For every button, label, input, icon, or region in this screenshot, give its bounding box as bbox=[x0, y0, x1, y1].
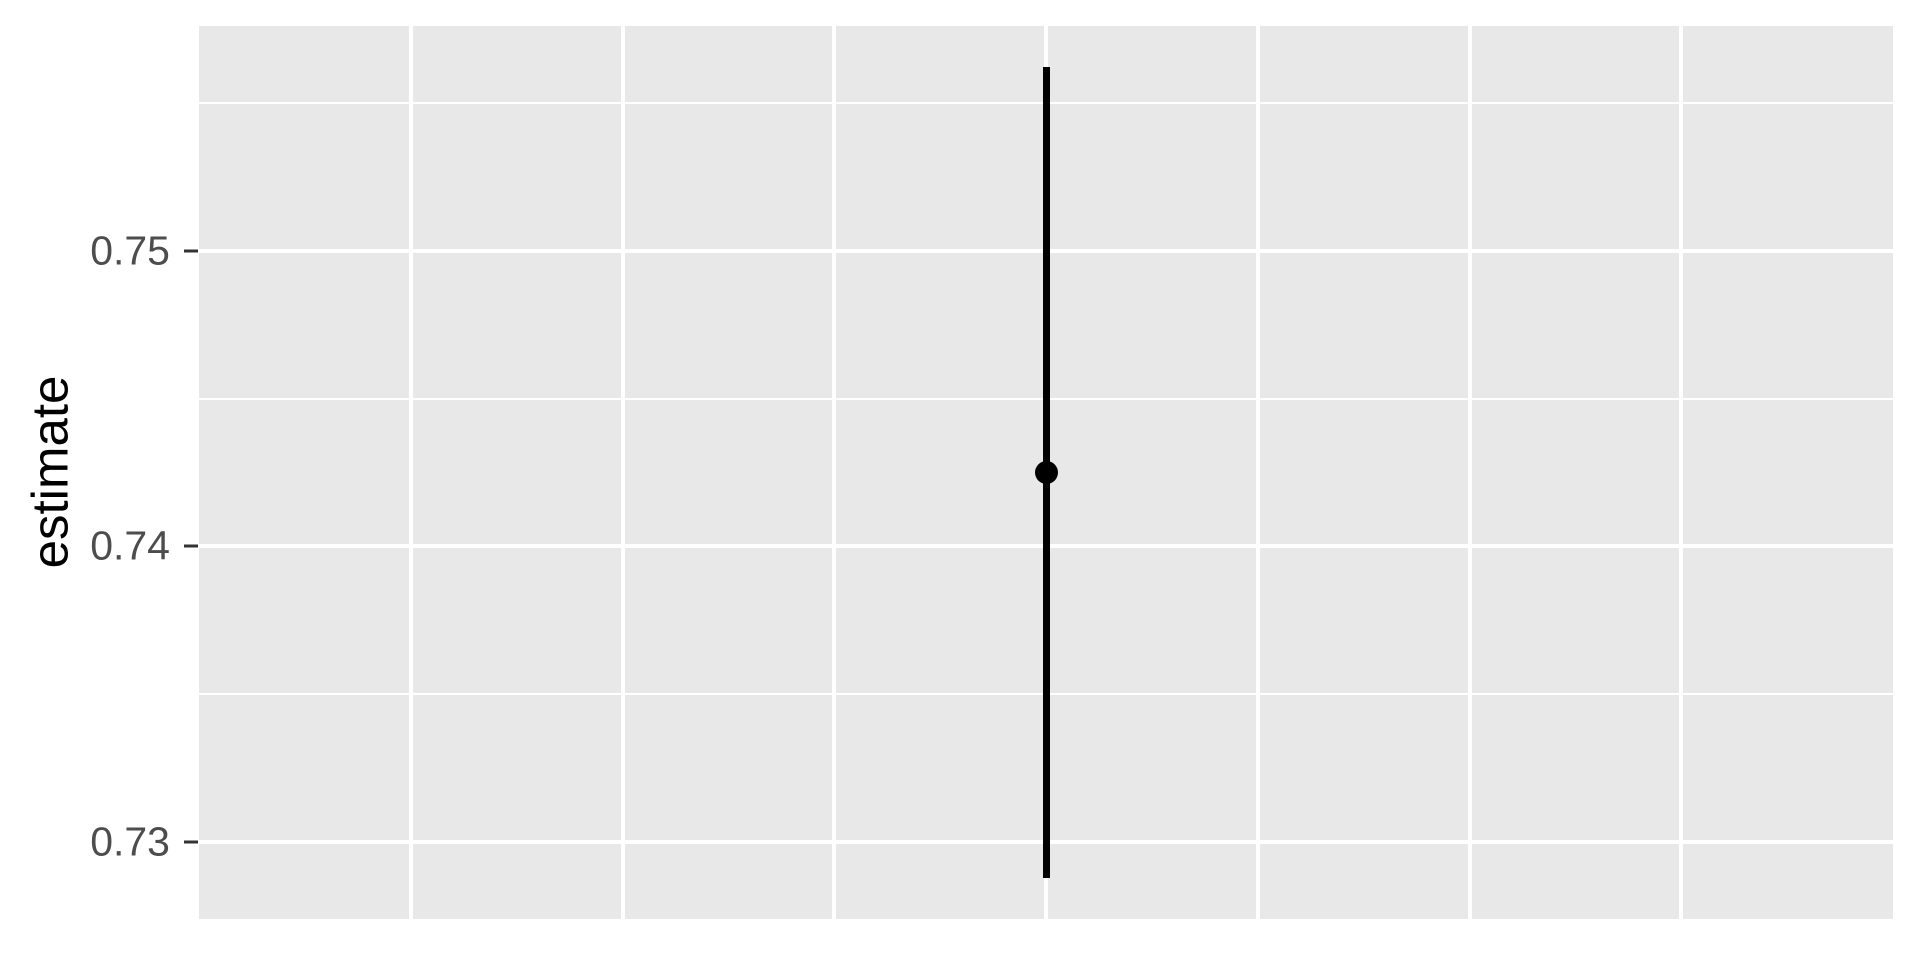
y-axis: 0.75 0.74 0.73 bbox=[0, 0, 199, 960]
y-tick-label: 0.74 bbox=[90, 522, 170, 569]
plot-panel bbox=[199, 26, 1893, 919]
y-tick-label: 0.73 bbox=[90, 818, 170, 865]
pointrange-point bbox=[1034, 461, 1058, 484]
y-tick-mark bbox=[184, 249, 198, 253]
y-tick-mark bbox=[184, 544, 198, 548]
major-gridline-vertical bbox=[620, 26, 625, 919]
major-gridline-vertical bbox=[408, 26, 413, 919]
y-tick-mark bbox=[184, 840, 198, 844]
major-gridline-vertical bbox=[832, 26, 837, 919]
major-gridline-vertical bbox=[1255, 26, 1260, 919]
major-gridline-vertical bbox=[1467, 26, 1472, 919]
y-tick-label: 0.75 bbox=[90, 227, 170, 274]
major-gridline-vertical bbox=[1679, 26, 1684, 919]
